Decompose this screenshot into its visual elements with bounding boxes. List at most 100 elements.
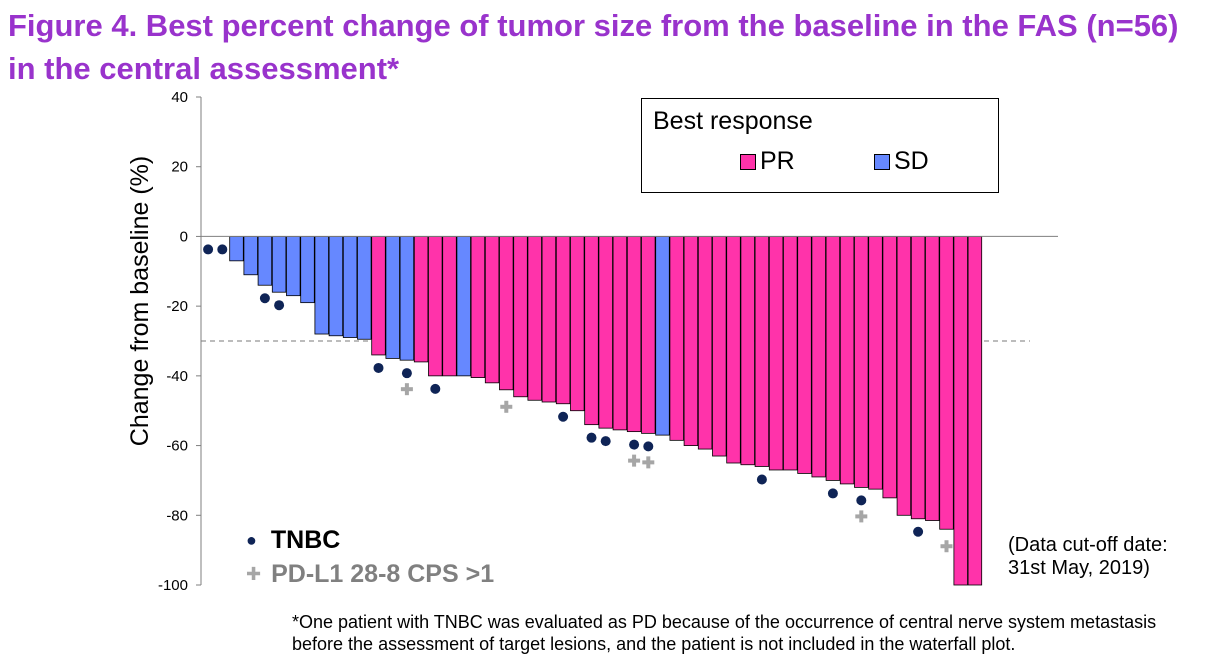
pdl1-label: PD-L1 28-8 CPS >1 [271, 560, 495, 588]
bar [584, 236, 599, 426]
y-axis-label: Change from baseline (%) [126, 156, 154, 446]
bar [712, 236, 727, 457]
plus-icon: ✚ [246, 564, 262, 584]
tnbc-marker [913, 526, 924, 537]
y-tick-label: -100 [158, 577, 188, 594]
y-tick-label: 40 [171, 89, 188, 106]
y-tick-label: 20 [171, 159, 188, 176]
tnbc-marker [629, 439, 640, 450]
bar [825, 236, 841, 481]
bar [925, 236, 940, 521]
y-tick-label: 0 [180, 228, 188, 245]
pdl1-marker [400, 383, 413, 396]
y-tick-label: -20 [166, 298, 188, 315]
bar [854, 236, 869, 488]
data-cutoff-note: (Data cut-off date: 31st May, 2019) [1008, 534, 1168, 579]
bar [669, 236, 684, 441]
bar [797, 236, 812, 474]
bar [342, 236, 358, 338]
bar [442, 236, 457, 377]
bar [768, 236, 784, 471]
bar [939, 236, 954, 530]
tnbc-marker [401, 368, 412, 379]
figure-title: Figure 4. Best percent change of tumor s… [8, 8, 1179, 86]
bar [683, 236, 699, 446]
bar [555, 236, 571, 405]
bar [811, 236, 826, 478]
bar [953, 236, 968, 586]
best-response-legend: Best response PR SD [641, 98, 999, 193]
bar [839, 236, 855, 485]
footnote: *One patient with TNBC was evaluated as … [292, 612, 1157, 654]
bar [243, 236, 258, 276]
bar [598, 236, 613, 429]
bar [697, 236, 713, 450]
tnbc-marker [856, 495, 867, 506]
tnbc-legend: ● TNBC [246, 526, 340, 555]
bar [300, 236, 315, 304]
tnbc-marker [217, 244, 228, 255]
bar [754, 236, 770, 467]
pdl1-marker [628, 454, 641, 467]
legend-item-pr: PR [740, 147, 795, 176]
y-tick-label: -60 [166, 438, 188, 455]
bar [399, 236, 415, 361]
bar [655, 236, 670, 436]
pdl1-marker [940, 540, 953, 553]
pdl1-legend: ✚ PD-L1 28-8 CPS >1 [246, 560, 494, 589]
tnbc-marker [756, 474, 767, 485]
bar [612, 236, 628, 431]
bar [357, 236, 372, 340]
bar [910, 236, 926, 520]
pdl1-marker [855, 510, 868, 523]
bar [499, 236, 514, 391]
tnbc-marker [259, 293, 270, 304]
bar [371, 236, 386, 356]
tnbc-marker [430, 383, 441, 394]
bar [413, 236, 429, 363]
tnbc-marker [600, 436, 611, 447]
bar [314, 236, 329, 335]
bar [740, 236, 755, 466]
bar [967, 236, 983, 586]
pdl1-marker [642, 456, 655, 469]
legend-title: Best response [653, 107, 813, 135]
bar [641, 236, 656, 434]
bar [513, 236, 528, 398]
tnbc-marker [558, 411, 569, 422]
bar [328, 236, 344, 337]
bar [286, 236, 301, 297]
bar [868, 236, 883, 490]
y-tick-label: -40 [166, 368, 188, 385]
bar [484, 236, 500, 384]
legend-label-sd: SD [894, 147, 929, 175]
tnbc-dot-icon: ● [246, 530, 257, 550]
bar [626, 236, 642, 433]
sd-swatch [874, 153, 890, 170]
bar [896, 236, 912, 516]
bar [470, 236, 486, 379]
bar [271, 236, 287, 293]
bar [541, 236, 557, 403]
bar [456, 236, 471, 377]
tnbc-marker [827, 488, 838, 499]
bar [527, 236, 542, 401]
pdl1-marker [500, 400, 513, 413]
tnbc-marker [586, 432, 597, 443]
bar [570, 236, 585, 412]
bar [257, 236, 273, 286]
pr-swatch [740, 153, 756, 170]
bar [385, 236, 400, 359]
legend-item-sd: SD [874, 147, 929, 176]
y-tick-label: -80 [166, 507, 188, 524]
bar [229, 236, 244, 262]
tnbc-marker [274, 300, 285, 311]
bar [428, 236, 443, 377]
bar [726, 236, 741, 464]
bar [882, 236, 897, 499]
tnbc-marker [203, 244, 214, 255]
bar [783, 236, 798, 471]
tnbc-label: TNBC [270, 526, 341, 554]
tnbc-marker [643, 441, 654, 452]
